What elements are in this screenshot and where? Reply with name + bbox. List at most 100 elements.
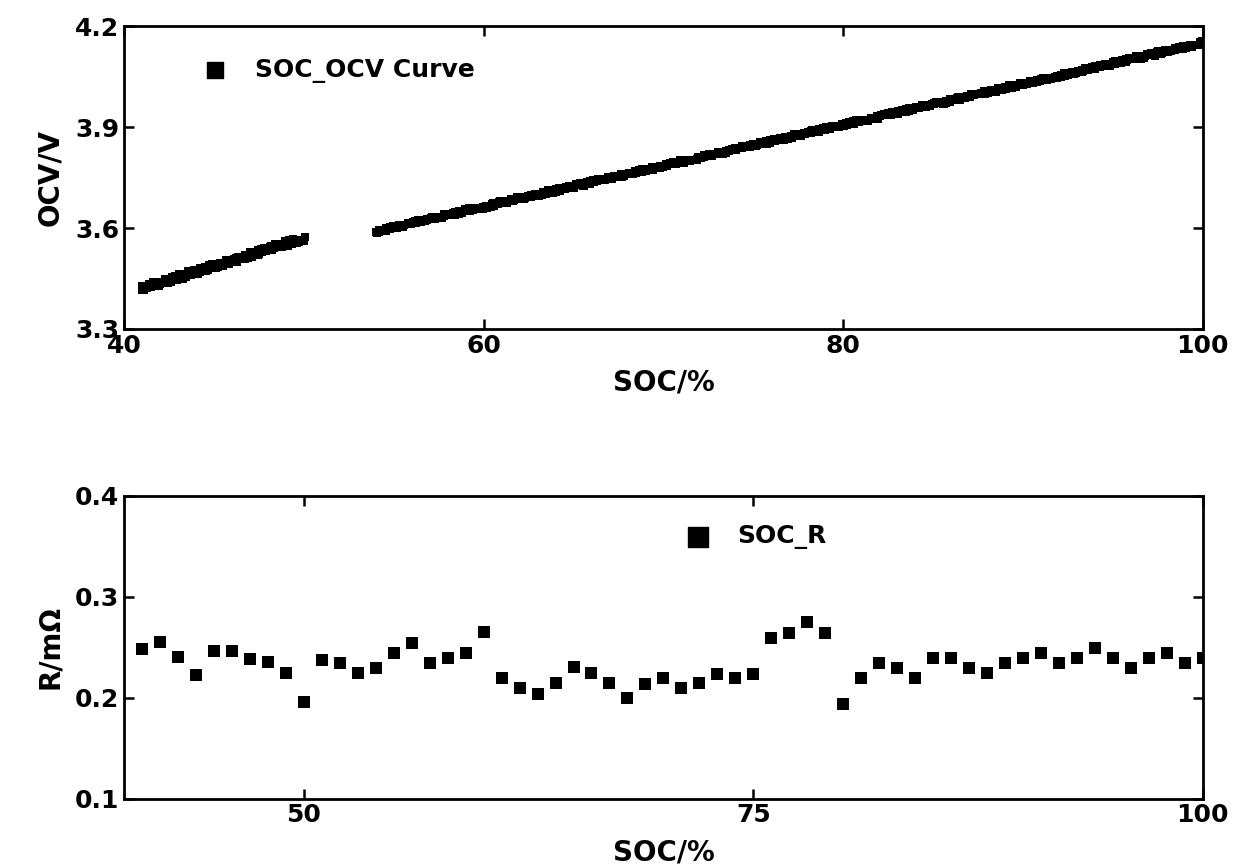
- Point: [986, 84, 1006, 98]
- Point: [715, 146, 735, 160]
- Point: [450, 205, 470, 219]
- Point: [466, 201, 486, 215]
- Point: [274, 235, 294, 249]
- Point: [621, 166, 641, 180]
- Point: [926, 95, 946, 109]
- Point: [456, 204, 476, 218]
- Point: [1065, 67, 1085, 81]
- Point: [278, 237, 298, 251]
- Point: [236, 248, 255, 262]
- Point: [1102, 56, 1122, 70]
- Point: [379, 220, 399, 234]
- Point: [753, 135, 773, 149]
- Point: [366, 661, 386, 675]
- Point: [455, 202, 475, 216]
- Point: [746, 139, 766, 153]
- Point: [486, 196, 506, 210]
- Point: [536, 187, 556, 201]
- Point: [487, 197, 507, 211]
- Point: [1013, 76, 1033, 89]
- Point: [926, 96, 946, 110]
- Point: [764, 133, 784, 147]
- Point: [487, 196, 507, 210]
- Point: [184, 264, 203, 278]
- Point: [899, 102, 919, 115]
- Point: [919, 99, 939, 113]
- Point: [438, 651, 458, 665]
- Point: [740, 138, 760, 152]
- Point: [1081, 60, 1101, 74]
- Point: [744, 667, 764, 681]
- Point: [224, 254, 244, 268]
- Point: [1029, 74, 1049, 88]
- Point: [476, 200, 496, 214]
- Point: [988, 82, 1008, 95]
- Point: [445, 205, 465, 219]
- Point: [963, 89, 983, 102]
- Point: [501, 193, 521, 207]
- Point: [1009, 77, 1029, 91]
- Point: [197, 263, 217, 277]
- Point: [139, 278, 159, 292]
- Point: [507, 190, 527, 204]
- Point: [434, 209, 454, 223]
- Point: [513, 192, 533, 206]
- Point: [841, 116, 861, 130]
- Point: [941, 95, 961, 108]
- Point: [681, 154, 701, 168]
- Point: [190, 266, 210, 279]
- Point: [528, 187, 548, 201]
- Point: [768, 134, 787, 148]
- Point: [743, 137, 763, 151]
- Point: [625, 164, 645, 178]
- Point: [144, 279, 164, 293]
- Point: [207, 260, 227, 274]
- Point: [765, 132, 785, 146]
- Point: [383, 221, 403, 235]
- Point: [626, 166, 646, 180]
- Point: [202, 260, 222, 274]
- Point: [229, 253, 249, 266]
- Point: [490, 194, 510, 208]
- Point: [683, 153, 703, 167]
- Point: [611, 168, 631, 181]
- Point: [394, 218, 414, 232]
- Point: [1065, 66, 1085, 80]
- Point: [1068, 64, 1087, 78]
- Point: [195, 260, 215, 274]
- Point: [1183, 38, 1203, 52]
- Point: [494, 195, 513, 209]
- Point: [157, 275, 177, 289]
- Point: [1189, 36, 1209, 49]
- Point: [521, 188, 541, 202]
- Point: [1085, 641, 1105, 655]
- Point: [567, 177, 587, 191]
- Point: [895, 105, 915, 119]
- Point: [770, 132, 790, 146]
- Point: [250, 242, 270, 256]
- Point: [181, 264, 201, 278]
- Point: [134, 284, 154, 298]
- Point: [1003, 81, 1023, 95]
- Point: [677, 153, 697, 167]
- Point: [584, 175, 604, 189]
- Point: [704, 148, 724, 161]
- Point: [861, 112, 880, 126]
- Point: [518, 190, 538, 204]
- Point: [239, 246, 259, 260]
- Point: [698, 148, 718, 161]
- Point: [702, 148, 722, 162]
- Point: [404, 214, 424, 228]
- Point: [802, 123, 822, 137]
- Point: [1127, 50, 1147, 64]
- Point: [1017, 76, 1037, 90]
- Point: [1075, 63, 1095, 77]
- Point: [810, 122, 830, 136]
- Point: [278, 237, 298, 251]
- Point: [526, 188, 546, 202]
- Point: [207, 257, 227, 271]
- Point: [366, 226, 386, 240]
- Point: [200, 259, 219, 273]
- Point: [140, 280, 160, 294]
- Point: [780, 130, 800, 144]
